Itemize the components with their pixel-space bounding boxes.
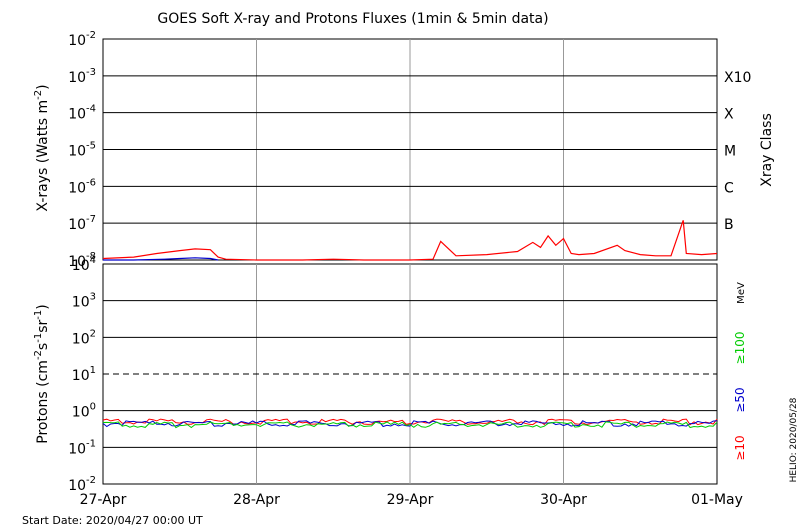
xray-series-red bbox=[102, 220, 718, 261]
xray-class-label: X10 bbox=[724, 70, 751, 86]
protons-y-tick-label: 100 bbox=[72, 402, 96, 421]
protons-series-line bbox=[102, 421, 718, 429]
xray-y-tick-label: 10-8 bbox=[68, 251, 96, 270]
xray-class-label: X bbox=[724, 107, 734, 123]
protons-series bbox=[102, 418, 718, 429]
protons-grid bbox=[103, 264, 717, 484]
protons-y-tick-label: 102 bbox=[72, 328, 96, 347]
xray-y-tick-label: 10-3 bbox=[68, 67, 96, 86]
x-tick-labels: 27-Apr 28-Apr 29-Apr 30-Apr 01-May bbox=[80, 492, 743, 508]
xray-class-labels: X10 X M C B bbox=[724, 70, 751, 233]
xray-y-axis-label: X-rays (Watts m-2) bbox=[33, 84, 51, 211]
xray-y-tick-label: 10-2 bbox=[68, 30, 96, 49]
protons-y-ticks: 104 103 102 101 100 10-1 10-2 bbox=[68, 255, 96, 494]
xray-series bbox=[102, 220, 718, 261]
x-tick-label: 27-Apr bbox=[80, 492, 127, 508]
protons-series-line bbox=[102, 418, 718, 426]
mev-unit-label: MeV bbox=[736, 282, 747, 304]
protons-y-tick-label: 103 bbox=[72, 292, 96, 311]
protons-y-tick-label: 10-1 bbox=[68, 438, 96, 457]
xray-series-blue bbox=[103, 257, 219, 261]
energy-label-100: ≥100 bbox=[733, 332, 747, 365]
xray-y-tick-label: 10-6 bbox=[68, 177, 96, 196]
xray-class-label: C bbox=[724, 180, 734, 196]
chart-title: GOES Soft X-ray and Protons Fluxes (1min… bbox=[157, 11, 548, 27]
xray-grid bbox=[103, 39, 717, 260]
start-date-label: Start Date: 2020/04/27 00:00 UT bbox=[22, 514, 203, 527]
xray-class-label: B bbox=[724, 217, 734, 233]
protons-y-tick-label: 104 bbox=[72, 255, 96, 274]
x-tick-label: 29-Apr bbox=[387, 492, 434, 508]
xray-y-tick-label: 10-4 bbox=[68, 104, 96, 123]
protons-y-axis-label: Protons (cm-2s-1sr-1) bbox=[33, 304, 51, 443]
xray-y-tick-label: 10-7 bbox=[68, 214, 96, 233]
xray-class-label: M bbox=[724, 144, 736, 160]
x-tick-label: 01-May bbox=[691, 492, 743, 508]
protons-series-line bbox=[102, 420, 718, 428]
xray-y-tick-label: 10-5 bbox=[68, 141, 96, 160]
energy-label-50: ≥50 bbox=[733, 387, 747, 412]
x-tick-label: 28-Apr bbox=[233, 492, 280, 508]
protons-y-tick-label: 101 bbox=[72, 365, 96, 384]
xray-class-axis-label: Xray Class bbox=[759, 113, 775, 187]
helio-stamp: HELIO: 2020/05/28 bbox=[789, 397, 799, 482]
x-tick-label: 30-Apr bbox=[540, 492, 587, 508]
protons-y-tick-label: 10-2 bbox=[68, 475, 96, 494]
energy-label-10: ≥10 bbox=[733, 435, 747, 460]
xray-y-ticks: 10-2 10-3 10-4 10-5 10-6 10-7 10-8 bbox=[68, 30, 96, 270]
